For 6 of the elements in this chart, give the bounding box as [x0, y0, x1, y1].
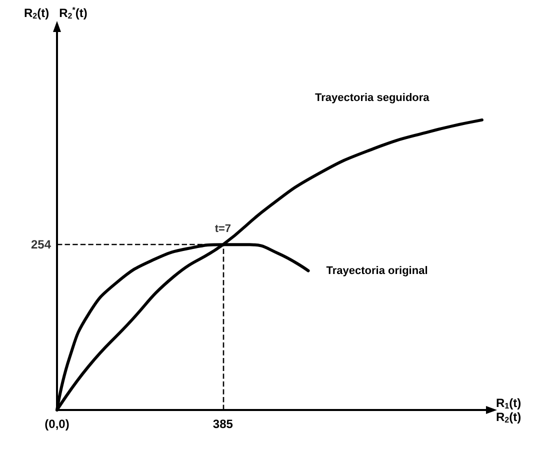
x-tick-label: (0,0): [44, 417, 70, 431]
series-label: Trayectoria original: [326, 264, 428, 277]
x-tick-label: 385: [212, 417, 234, 431]
annotation: t=7: [214, 223, 232, 236]
text: 254: [30, 238, 52, 252]
text: Trayectoria seguidora: [314, 92, 430, 104]
